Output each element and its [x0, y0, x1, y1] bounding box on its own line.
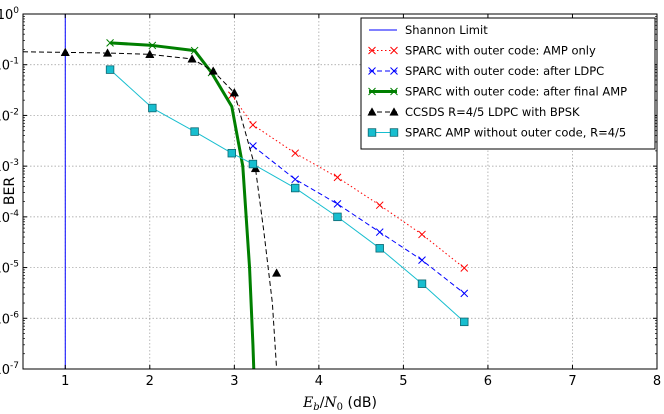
x-tick-label: 6 — [484, 374, 492, 389]
x-marker — [291, 149, 300, 158]
x-tick-label: 2 — [146, 374, 154, 389]
y-tick-label: 10-3 — [0, 158, 19, 175]
x-marker — [148, 41, 157, 50]
x-marker — [106, 38, 114, 47]
x-marker — [418, 256, 426, 265]
series-3 — [106, 38, 256, 369]
triangle-marker — [187, 54, 197, 63]
x-marker — [249, 142, 257, 150]
triangle-marker — [208, 66, 218, 75]
x-marker — [375, 228, 384, 236]
legend-label: CCSDS R=4/5 LDPC with BPSK — [405, 105, 580, 119]
series-line — [109, 41, 256, 369]
square-marker — [417, 279, 427, 288]
triangle-marker — [102, 48, 113, 57]
series-1 — [227, 91, 469, 272]
legend-item: SPARC with outer code: after final AMP — [368, 85, 627, 99]
square-marker — [248, 159, 258, 169]
x-marker — [390, 46, 398, 55]
legend-label: Shannon Limit — [405, 23, 488, 37]
plot-frame — [22, 13, 658, 370]
triangle-marker — [229, 88, 239, 97]
x-marker — [368, 46, 376, 55]
square-marker — [333, 212, 342, 222]
y-axis-title: BER — [2, 177, 18, 205]
square-marker — [460, 317, 469, 327]
x-marker — [418, 230, 426, 239]
y-tick-label: 10-2 — [0, 107, 19, 124]
legend-item: Shannon Limit — [369, 23, 488, 37]
x-tick-label: 5 — [399, 374, 407, 389]
x-tick-label: 3 — [230, 374, 238, 389]
series-line — [109, 69, 465, 323]
square-marker — [367, 128, 377, 137]
series-5 — [105, 65, 469, 327]
x-tick-label: 7 — [568, 374, 576, 389]
y-tick-label: 100 — [0, 6, 19, 23]
x-tick-label: 1 — [61, 374, 69, 389]
y-tick-label: 10-6 — [0, 310, 19, 327]
legend-item: SPARC with outer code: after LDPC — [368, 64, 604, 78]
series-line — [252, 145, 465, 294]
square-marker — [375, 244, 384, 253]
x-tick-label: 4 — [315, 374, 323, 389]
x-marker — [333, 173, 342, 182]
x-tick-label: 8 — [653, 374, 661, 389]
x-marker — [375, 201, 384, 210]
x-marker — [291, 175, 300, 184]
legend: Shannon Limit SPARC with outer code: AMP … — [360, 17, 656, 150]
triangle-marker — [271, 268, 282, 277]
axis-ticks — [23, 13, 658, 370]
y-tick-label: 10-5 — [0, 260, 19, 277]
x-axis-title: Eb/N0 (dB) — [302, 395, 377, 413]
x-marker — [460, 289, 469, 298]
legend-label: SPARC AMP without outer code, R=4/5 — [405, 126, 626, 140]
grid — [23, 14, 657, 369]
y-tick-label: 10-1 — [0, 57, 19, 74]
square-marker — [105, 65, 115, 74]
square-marker — [190, 127, 199, 136]
x-marker — [249, 121, 257, 129]
triangle-marker — [145, 49, 155, 58]
x-marker — [333, 200, 342, 208]
x-tick-labels: 1 2 3 4 5 6 7 8 — [61, 374, 661, 389]
series-4 — [23, 47, 282, 369]
legend-label: SPARC with outer code: AMP only — [405, 44, 596, 58]
square-marker — [148, 103, 157, 113]
y-tick-label: 10-7 — [0, 361, 19, 378]
legend-item: SPARC AMP without outer code, R=4/5 — [367, 126, 626, 140]
x-marker — [190, 46, 199, 55]
square-marker — [290, 183, 300, 193]
x-marker — [460, 264, 469, 272]
legend-label: SPARC with outer code: after LDPC — [405, 64, 604, 78]
x-marker — [390, 87, 398, 96]
triangle-marker — [60, 47, 70, 56]
x-marker — [368, 67, 376, 75]
x-marker — [368, 87, 376, 96]
square-marker — [227, 148, 236, 158]
legend-label: SPARC with outer code: after final AMP — [405, 85, 627, 99]
series-2 — [249, 142, 469, 298]
legend-box — [360, 17, 656, 150]
triangle-marker — [367, 107, 377, 116]
square-marker — [389, 128, 399, 137]
y-tick-labels: 100 10-1 10-2 10-3 10-4 10-5 10-6 10-7 — [0, 6, 19, 378]
series-layer — [23, 14, 469, 369]
legend-item: CCSDS R=4/5 LDPC with BPSK — [367, 105, 580, 119]
legend-item: SPARC with outer code: AMP only — [368, 44, 596, 58]
y-tick-label: 10-4 — [0, 209, 19, 226]
triangle-marker — [389, 107, 399, 116]
x-marker — [390, 67, 398, 75]
